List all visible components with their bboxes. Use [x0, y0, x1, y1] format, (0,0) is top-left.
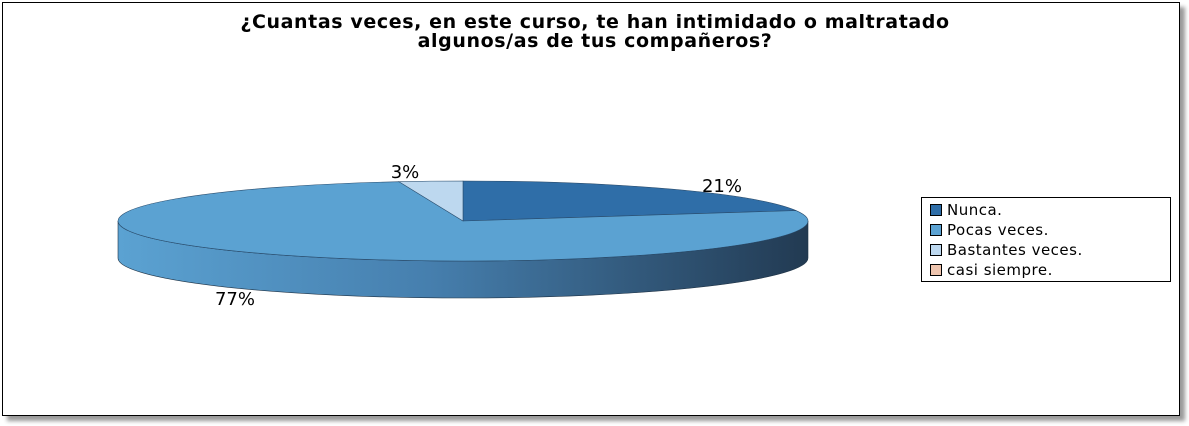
pie-slice-nunca: [462, 180, 797, 222]
legend-swatch-nunca: [930, 204, 942, 216]
chart-title: ¿Cuantas veces, en este curso, te han in…: [0, 13, 1189, 51]
chart-title-line-2: algunos/as de tus compañeros?: [417, 30, 773, 52]
legend-item-nunca: Nunca.: [930, 201, 1002, 219]
legend-item-casi-siempre: casi siempre.: [930, 261, 1053, 279]
data-label-pocas-veces: 77%: [215, 289, 255, 310]
legend-label-nunca: Nunca.: [947, 201, 1003, 219]
legend-swatch-casi-siempre: [930, 264, 942, 276]
data-label-bastantes-veces: 3%: [391, 162, 420, 183]
legend-swatch-pocas-veces: [930, 224, 942, 236]
legend-label-bastantes-veces: Bastantes veces.: [947, 241, 1083, 259]
legend-label-casi-siempre: casi siempre.: [947, 261, 1053, 279]
legend-item-pocas-veces: Pocas veces.: [930, 221, 1049, 239]
chart-title-line-1: ¿Cuantas veces, en este curso, te han in…: [240, 11, 950, 33]
legend-swatch-bastantes-veces: [930, 244, 942, 256]
data-label-nunca: 21%: [702, 176, 742, 197]
pie-slices: [117, 180, 809, 299]
legend-label-pocas-veces: Pocas veces.: [947, 221, 1049, 239]
legend-item-bastantes-veces: Bastantes veces.: [930, 241, 1083, 259]
data-labels: 21% 77% 3%: [215, 162, 742, 310]
legend: Nunca. Pocas veces. Bastantes veces. cas…: [921, 197, 1171, 282]
pie-slice-bastantes-veces: [397, 180, 464, 222]
